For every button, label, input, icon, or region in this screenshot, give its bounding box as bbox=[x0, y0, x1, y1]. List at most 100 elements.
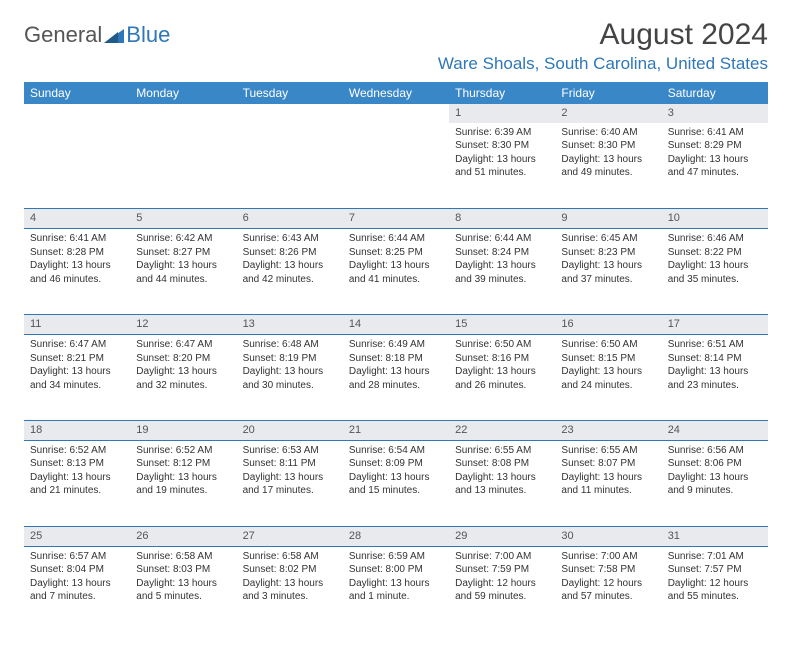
detail-line: Sunrise: 6:47 AM bbox=[30, 338, 124, 352]
detail-line: Sunset: 8:19 PM bbox=[243, 352, 337, 366]
detail-line: Sunset: 8:06 PM bbox=[668, 457, 762, 471]
day-detail-cell: Sunrise: 6:44 AMSunset: 8:25 PMDaylight:… bbox=[343, 229, 449, 315]
detail-line: Sunrise: 7:00 AM bbox=[455, 550, 549, 564]
detail-line: and 35 minutes. bbox=[668, 273, 762, 287]
detail-line: and 49 minutes. bbox=[561, 166, 655, 180]
detail-line: Sunset: 8:18 PM bbox=[349, 352, 443, 366]
detail-line: Sunset: 8:28 PM bbox=[30, 246, 124, 260]
detail-line: and 41 minutes. bbox=[349, 273, 443, 287]
day-number-cell: 5 bbox=[130, 209, 236, 229]
day-number-cell: 26 bbox=[130, 526, 236, 546]
day-detail-cell: Sunrise: 6:50 AMSunset: 8:16 PMDaylight:… bbox=[449, 335, 555, 421]
detail-line: Sunrise: 6:42 AM bbox=[136, 232, 230, 246]
day-number-cell: 12 bbox=[130, 315, 236, 335]
detail-line: Sunset: 8:29 PM bbox=[668, 139, 762, 153]
month-title: August 2024 bbox=[438, 18, 768, 52]
day-header: Saturday bbox=[662, 82, 768, 104]
day-number-cell: 14 bbox=[343, 315, 449, 335]
day-number-cell: 6 bbox=[237, 209, 343, 229]
day-number-cell: 30 bbox=[555, 526, 661, 546]
detail-line: Daylight: 13 hours bbox=[30, 365, 124, 379]
detail-line: Sunrise: 6:48 AM bbox=[243, 338, 337, 352]
detail-line: Sunset: 8:30 PM bbox=[455, 139, 549, 153]
detail-line: Daylight: 13 hours bbox=[136, 365, 230, 379]
detail-row: Sunrise: 6:47 AMSunset: 8:21 PMDaylight:… bbox=[24, 335, 768, 421]
detail-line: Sunset: 8:07 PM bbox=[561, 457, 655, 471]
day-number-cell: 27 bbox=[237, 526, 343, 546]
detail-line: Daylight: 13 hours bbox=[561, 153, 655, 167]
day-detail-cell: Sunrise: 6:47 AMSunset: 8:21 PMDaylight:… bbox=[24, 335, 130, 421]
detail-line: and 28 minutes. bbox=[349, 379, 443, 393]
detail-line: and 37 minutes. bbox=[561, 273, 655, 287]
detail-line: Daylight: 13 hours bbox=[455, 471, 549, 485]
day-header: Tuesday bbox=[237, 82, 343, 104]
detail-row: Sunrise: 6:52 AMSunset: 8:13 PMDaylight:… bbox=[24, 440, 768, 526]
detail-line: and 34 minutes. bbox=[30, 379, 124, 393]
detail-line: Sunset: 8:00 PM bbox=[349, 563, 443, 577]
day-header: Sunday bbox=[24, 82, 130, 104]
day-detail-cell: Sunrise: 6:55 AMSunset: 8:07 PMDaylight:… bbox=[555, 440, 661, 526]
detail-line: and 44 minutes. bbox=[136, 273, 230, 287]
detail-line: Daylight: 13 hours bbox=[30, 259, 124, 273]
day-detail-cell: Sunrise: 6:48 AMSunset: 8:19 PMDaylight:… bbox=[237, 335, 343, 421]
detail-line: Sunset: 7:59 PM bbox=[455, 563, 549, 577]
detail-line: Daylight: 13 hours bbox=[349, 577, 443, 591]
day-number-cell: 19 bbox=[130, 421, 236, 441]
detail-line: Sunrise: 6:59 AM bbox=[349, 550, 443, 564]
detail-line: Daylight: 13 hours bbox=[349, 259, 443, 273]
day-number-cell: 18 bbox=[24, 421, 130, 441]
day-number-cell: 11 bbox=[24, 315, 130, 335]
day-header: Thursday bbox=[449, 82, 555, 104]
day-detail-cell: Sunrise: 6:50 AMSunset: 8:15 PMDaylight:… bbox=[555, 335, 661, 421]
detail-line: Sunrise: 6:58 AM bbox=[136, 550, 230, 564]
detail-line: Daylight: 12 hours bbox=[668, 577, 762, 591]
detail-row: Sunrise: 6:57 AMSunset: 8:04 PMDaylight:… bbox=[24, 546, 768, 632]
day-detail-cell: Sunrise: 6:41 AMSunset: 8:29 PMDaylight:… bbox=[662, 123, 768, 209]
calendar-table: Sunday Monday Tuesday Wednesday Thursday… bbox=[24, 82, 768, 632]
detail-line: Sunset: 8:15 PM bbox=[561, 352, 655, 366]
detail-line: and 39 minutes. bbox=[455, 273, 549, 287]
day-detail-cell: Sunrise: 6:45 AMSunset: 8:23 PMDaylight:… bbox=[555, 229, 661, 315]
day-number-cell: 29 bbox=[449, 526, 555, 546]
detail-line: Sunrise: 6:41 AM bbox=[30, 232, 124, 246]
detail-line: and 17 minutes. bbox=[243, 484, 337, 498]
detail-line: Daylight: 13 hours bbox=[243, 259, 337, 273]
brand-triangle-icon bbox=[104, 27, 124, 43]
detail-line: Daylight: 12 hours bbox=[561, 577, 655, 591]
detail-line: Sunrise: 6:52 AM bbox=[136, 444, 230, 458]
detail-line: Sunrise: 6:57 AM bbox=[30, 550, 124, 564]
detail-line: and 46 minutes. bbox=[30, 273, 124, 287]
detail-line: and 5 minutes. bbox=[136, 590, 230, 604]
detail-line: Daylight: 13 hours bbox=[136, 471, 230, 485]
detail-line: and 21 minutes. bbox=[30, 484, 124, 498]
detail-line: Sunset: 8:12 PM bbox=[136, 457, 230, 471]
daynum-row: 123 bbox=[24, 104, 768, 123]
day-detail-cell: Sunrise: 6:57 AMSunset: 8:04 PMDaylight:… bbox=[24, 546, 130, 632]
day-detail-cell: Sunrise: 6:56 AMSunset: 8:06 PMDaylight:… bbox=[662, 440, 768, 526]
day-detail-cell bbox=[130, 123, 236, 209]
detail-line: Sunrise: 6:58 AM bbox=[243, 550, 337, 564]
detail-line: Sunrise: 6:50 AM bbox=[455, 338, 549, 352]
detail-line: Sunrise: 6:40 AM bbox=[561, 126, 655, 140]
day-number-cell: 15 bbox=[449, 315, 555, 335]
day-number-cell bbox=[24, 104, 130, 123]
day-detail-cell: Sunrise: 6:49 AMSunset: 8:18 PMDaylight:… bbox=[343, 335, 449, 421]
detail-line: and 9 minutes. bbox=[668, 484, 762, 498]
detail-line: Sunset: 8:25 PM bbox=[349, 246, 443, 260]
detail-line: Daylight: 13 hours bbox=[349, 471, 443, 485]
detail-line: Daylight: 13 hours bbox=[136, 577, 230, 591]
detail-line: Sunrise: 6:46 AM bbox=[668, 232, 762, 246]
day-number-cell: 28 bbox=[343, 526, 449, 546]
detail-line: Daylight: 13 hours bbox=[136, 259, 230, 273]
day-number-cell: 17 bbox=[662, 315, 768, 335]
detail-line: Sunrise: 6:43 AM bbox=[243, 232, 337, 246]
day-detail-cell: Sunrise: 6:52 AMSunset: 8:13 PMDaylight:… bbox=[24, 440, 130, 526]
day-detail-cell: Sunrise: 7:01 AMSunset: 7:57 PMDaylight:… bbox=[662, 546, 768, 632]
detail-line: and 51 minutes. bbox=[455, 166, 549, 180]
detail-row: Sunrise: 6:39 AMSunset: 8:30 PMDaylight:… bbox=[24, 123, 768, 209]
detail-line: and 3 minutes. bbox=[243, 590, 337, 604]
day-number-cell: 9 bbox=[555, 209, 661, 229]
detail-line: Sunset: 8:14 PM bbox=[668, 352, 762, 366]
title-block: August 2024 Ware Shoals, South Carolina,… bbox=[438, 18, 768, 74]
detail-line: Daylight: 13 hours bbox=[349, 365, 443, 379]
